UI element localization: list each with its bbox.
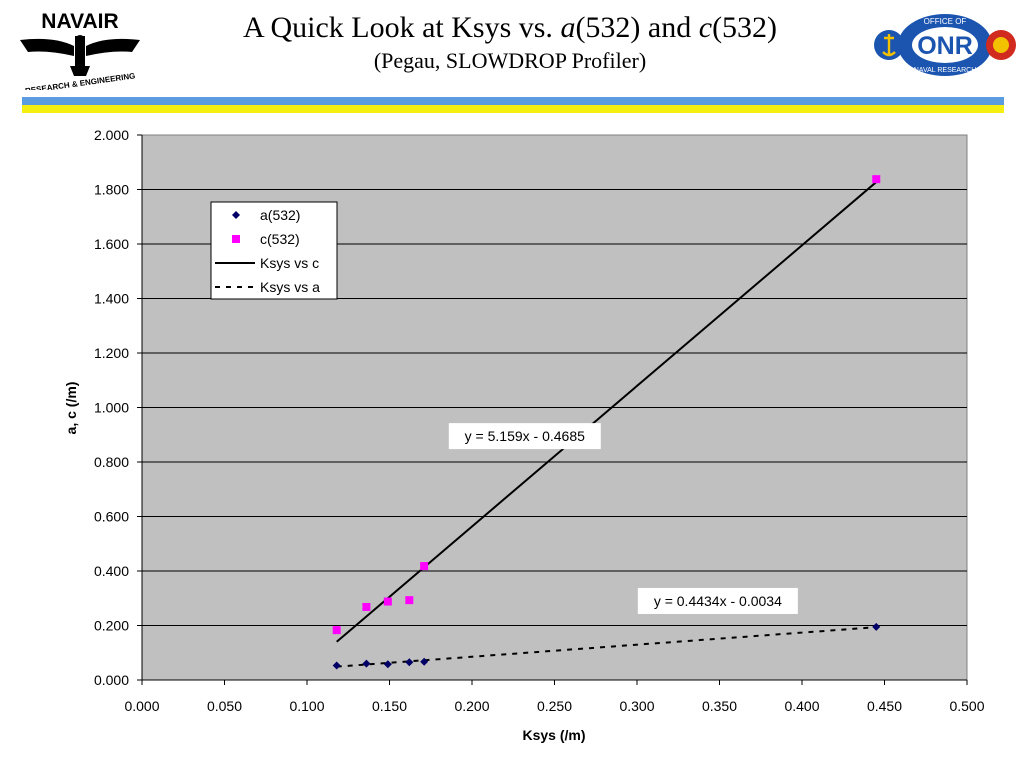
- equation-box: [448, 423, 601, 450]
- trendline-a: [336, 626, 877, 668]
- y-axis-ticks: 0.000 0.200 0.400 0.600 0.800 1.000 1.200 1.400…: [94, 127, 142, 688]
- data-points: [332, 175, 881, 670]
- page-subtitle: (Pegau, SLOWDROP Profiler): [373, 48, 647, 73]
- onr-logo-bottom: NAVAL RESEARCH: [914, 67, 977, 74]
- x-tick-label: 0.300: [619, 698, 654, 714]
- legend-label: c(532): [260, 231, 300, 247]
- y-tick-label: 1.200: [94, 345, 129, 361]
- x-tick-label: 0.350: [702, 698, 737, 714]
- y-tick-label: 1.600: [94, 236, 129, 252]
- x-tick-label: 0.250: [537, 698, 572, 714]
- x-tick-label: 0.500: [949, 698, 984, 714]
- trendline-equation: y = 5.159x - 0.4685: [465, 428, 585, 444]
- navair-logo-name: NAVAIR: [41, 10, 118, 33]
- y-axis-title: a, c (/m): [63, 382, 79, 435]
- equation-box: [637, 587, 798, 614]
- point-a532: [332, 661, 341, 670]
- header-stripe-blue: [22, 97, 1004, 105]
- onr-logo: OFFICE OF ONR NAVAL RESEARCH: [874, 14, 1016, 76]
- point-c532: [872, 175, 881, 184]
- y-tick-label: 0.600: [94, 509, 129, 525]
- legend: a(532) c(532) Ksys vs c Ksys vs a: [210, 201, 338, 300]
- point-c532: [405, 596, 414, 605]
- onr-logo-name: ONR: [917, 32, 973, 60]
- trendline-equations: y = 5.159x - 0.4685 y = 0.4434x - 0.0034: [448, 423, 798, 614]
- y-tick-label: 0.800: [94, 454, 129, 470]
- point-a532: [362, 659, 371, 668]
- header-stripe-yellow: [22, 105, 1004, 113]
- point-a532: [383, 660, 392, 669]
- x-tick-label: 0.150: [372, 698, 407, 714]
- y-tick-label: 1.000: [94, 400, 129, 416]
- x-axis-ticks: 0.000 0.050 0.100 0.150 0.200 0.250 0.300 0.350…: [124, 680, 985, 714]
- legend-label: Ksys vs c: [260, 255, 319, 271]
- y-tick-label: 0.200: [94, 618, 129, 634]
- navair-wings-icon: [20, 35, 140, 76]
- point-c532: [383, 597, 392, 606]
- point-a532: [872, 622, 881, 631]
- legend-box: [210, 201, 338, 300]
- x-tick-label: 0.450: [867, 698, 902, 714]
- onr-logo-top: OFFICE OF: [924, 17, 967, 26]
- legend-label: a(532): [260, 207, 300, 223]
- trendline-equation: y = 0.4434x - 0.0034: [654, 593, 782, 609]
- title-block: A Quick Look at Ksys vs. a(532) and c(53…: [150, 10, 870, 76]
- x-tick-label: 0.050: [207, 698, 242, 714]
- y-tick-label: 0.000: [94, 672, 129, 688]
- y-tick-label: 1.800: [94, 182, 129, 198]
- x-tick-label: 0.200: [454, 698, 489, 714]
- x-axis-title: Ksys (/m): [522, 727, 585, 743]
- x-tick-label: 0.400: [784, 698, 819, 714]
- point-c532: [420, 562, 429, 571]
- point-c532: [362, 602, 371, 611]
- x-tick-label: 0.100: [289, 698, 324, 714]
- navair-logo: NAVAIR RESEARCH & ENGINEERING: [20, 10, 140, 90]
- point-c532: [332, 626, 341, 635]
- y-tick-label: 0.400: [94, 563, 129, 579]
- x-tick-label: 0.000: [124, 698, 159, 714]
- legend-marker-diamond: [232, 211, 240, 219]
- legend-marker-square: [232, 235, 240, 243]
- legend-label: Ksys vs a: [260, 279, 320, 295]
- point-a532: [420, 657, 429, 666]
- point-a532: [405, 658, 414, 667]
- y-tick-label: 1.400: [94, 291, 129, 307]
- page-title: A Quick Look at Ksys vs. a(532) and c(53…: [242, 11, 778, 44]
- y-tick-label: 2.000: [94, 127, 129, 143]
